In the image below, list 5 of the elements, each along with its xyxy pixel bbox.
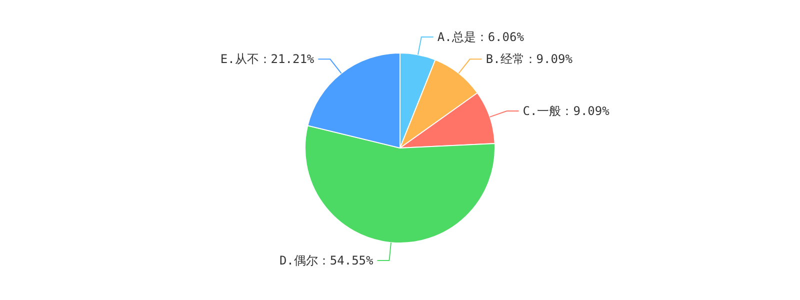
slice-label: D.偶尔：54.55% xyxy=(279,253,374,268)
slice-label: E.从不：21.21% xyxy=(220,52,315,66)
slice-label: C.一般：9.09% xyxy=(522,104,610,118)
slice-label: A.总是：6.06% xyxy=(437,30,525,44)
slice-label: B.经常：9.09% xyxy=(486,52,574,66)
